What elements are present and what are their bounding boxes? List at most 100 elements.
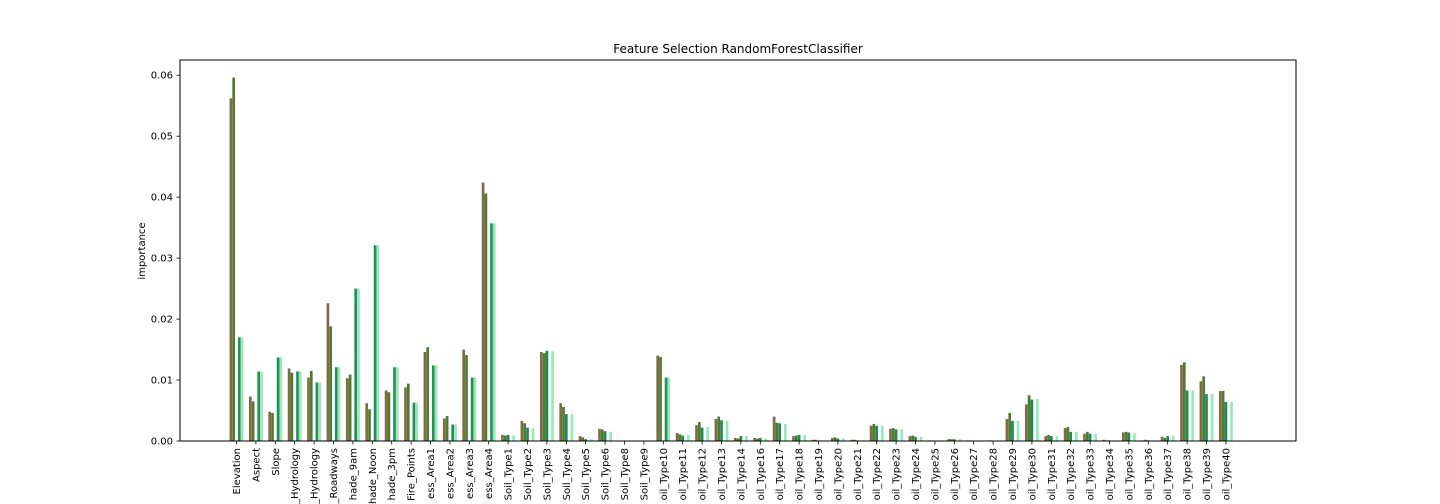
bar-s3-0 xyxy=(237,337,241,441)
bar-s3-22 xyxy=(664,377,668,441)
bar-s2-46 xyxy=(1127,432,1131,441)
bar-s0-48 xyxy=(1160,436,1164,441)
x-tick-label: oil_Type28 xyxy=(989,448,1000,500)
bar-s4-33 xyxy=(880,425,884,441)
x-tick-label: oil_Type38 xyxy=(1183,448,1194,500)
bar-s1-6 xyxy=(348,374,352,441)
bar-s1-29 xyxy=(794,435,798,441)
bar-s2-26 xyxy=(739,436,743,441)
bar-s1-0 xyxy=(232,77,236,442)
bar-s0-16 xyxy=(539,352,543,441)
bar-s1-13 xyxy=(484,193,488,441)
bar-s2-50 xyxy=(1205,394,1208,441)
bar-s0-18 xyxy=(578,436,582,441)
y-axis-label: importance xyxy=(137,222,148,279)
x-tick-label: oil_Type16 xyxy=(756,448,767,500)
bar-s2-15 xyxy=(526,427,529,441)
bar-s0-45 xyxy=(1102,439,1106,441)
bar-s0-31 xyxy=(830,437,834,441)
bar-s0-14 xyxy=(501,434,504,441)
x-tick-label: Slope xyxy=(271,448,282,476)
bar-s2-37 xyxy=(952,439,956,441)
x-tick-label: hade_3pm xyxy=(387,448,398,500)
bar-s2-35 xyxy=(914,436,917,441)
x-tick-label: ess_Area2 xyxy=(445,448,456,499)
x-tick-label: oil_Type20 xyxy=(833,448,844,500)
x-tick-label: _Roadways xyxy=(329,448,340,504)
bar-s4-3 xyxy=(298,371,302,441)
bar-s2-29 xyxy=(797,434,801,441)
bar-s4-5 xyxy=(337,367,341,441)
bar-s0-27 xyxy=(753,437,757,441)
x-tick-label: Soil_Type1 xyxy=(504,448,515,500)
bar-s0-50 xyxy=(1199,381,1203,441)
y-tick-label: 0.05 xyxy=(151,132,173,143)
x-tick-label: oil_Type34 xyxy=(1105,448,1116,500)
x-tick-label: oil_Type29 xyxy=(1008,448,1019,500)
x-tick-label: oil_Type30 xyxy=(1027,448,1038,500)
bar-s3-9 xyxy=(412,402,416,441)
bar-s2-41 xyxy=(1030,399,1034,441)
bar-s2-40 xyxy=(1011,420,1014,441)
bar-s1-50 xyxy=(1202,376,1206,441)
bar-s1-25 xyxy=(717,416,721,441)
bar-s1-14 xyxy=(503,435,507,441)
bar-s1-1 xyxy=(251,401,255,441)
bar-s0-12 xyxy=(462,349,466,441)
bar-s4-34 xyxy=(900,429,904,441)
bar-s4-27 xyxy=(764,438,768,441)
y-tick-label: 0.03 xyxy=(151,254,173,265)
bar-s4-50 xyxy=(1210,394,1214,441)
bar-s2-49 xyxy=(1185,390,1189,441)
bar-s0-28 xyxy=(772,416,776,441)
bar-s2-24 xyxy=(700,427,704,441)
bar-s2-16 xyxy=(545,350,549,441)
bar-s3-13 xyxy=(490,223,493,441)
x-tick-label: oil_Type24 xyxy=(911,448,922,500)
bar-s0-34 xyxy=(889,428,892,441)
bar-s2-19 xyxy=(603,431,607,441)
x-tick-label: Soil_Type9 xyxy=(639,448,650,500)
bar-s0-13 xyxy=(481,182,485,441)
bar-s1-2 xyxy=(271,412,274,441)
x-tick-label: oil_Type39 xyxy=(1202,448,1213,500)
bar-s0-9 xyxy=(404,387,407,441)
bar-s1-9 xyxy=(406,383,410,441)
bar-s2-23 xyxy=(681,435,685,441)
bar-s4-17 xyxy=(570,414,574,441)
bar-s1-10 xyxy=(426,347,430,441)
x-tick-label: oil_Type23 xyxy=(892,448,903,500)
bars-group xyxy=(229,77,1233,442)
chart-title: Feature Selection RandomForestClassifier xyxy=(613,42,863,56)
bar-s1-43 xyxy=(1066,426,1070,441)
x-tick-label: Soil_Type8 xyxy=(620,448,631,500)
bar-s3-5 xyxy=(334,367,338,441)
bar-s4-46 xyxy=(1133,433,1136,441)
bar-s1-12 xyxy=(465,355,468,441)
bar-s2-43 xyxy=(1069,431,1073,441)
bar-s1-16 xyxy=(542,353,546,441)
plot-frame xyxy=(179,59,1297,442)
bar-s0-26 xyxy=(733,437,737,441)
bar-s3-12 xyxy=(470,377,474,441)
x-tick-label: oil_Type22 xyxy=(872,448,883,500)
bar-s2-25 xyxy=(720,420,723,441)
bar-s0-37 xyxy=(947,439,951,441)
bar-s3-2 xyxy=(276,357,280,441)
bar-s0-49 xyxy=(1180,364,1183,441)
y-tick-label: 0.00 xyxy=(151,437,173,448)
x-tick-label: Soil_Type4 xyxy=(562,448,573,500)
bar-s0-17 xyxy=(559,403,563,441)
bar-s0-10 xyxy=(423,352,427,441)
x-tick-label: oil_Type26 xyxy=(950,448,961,500)
bar-s2-48 xyxy=(1166,436,1170,441)
x-tick-label: Fire_Points xyxy=(407,448,418,501)
x-tick-label: oil_Type18 xyxy=(795,448,806,500)
bar-s4-11 xyxy=(454,424,457,441)
bar-s4-44 xyxy=(1094,433,1098,441)
y-tick-label: 0.02 xyxy=(151,315,173,326)
bar-s4-6 xyxy=(357,288,360,441)
bar-s1-5 xyxy=(329,326,333,441)
bar-s1-44 xyxy=(1085,431,1089,441)
